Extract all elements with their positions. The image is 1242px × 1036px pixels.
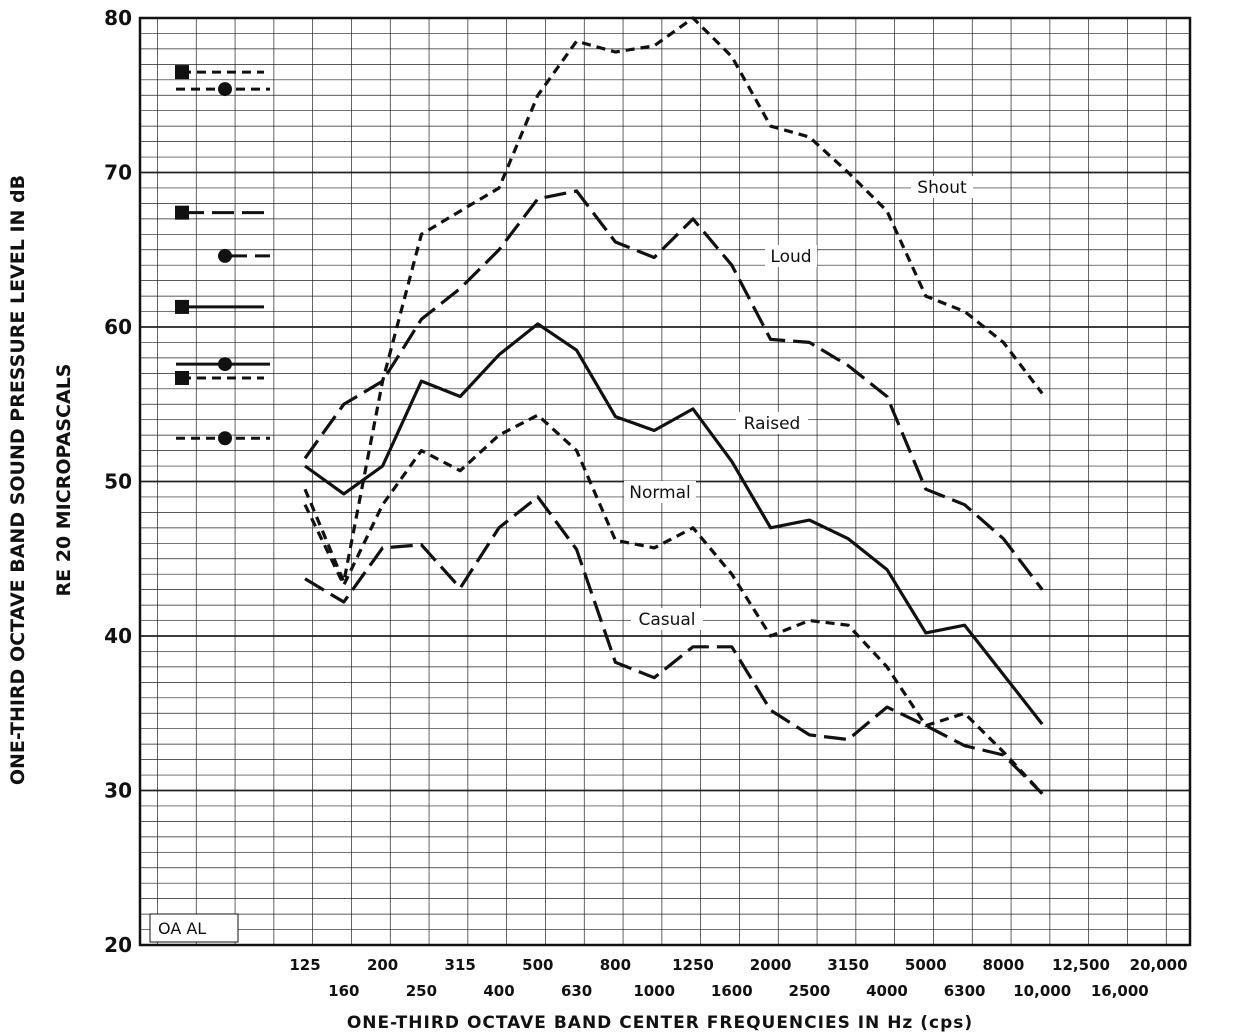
y-tick-label: 60 <box>104 315 132 339</box>
curve-label-background <box>631 608 703 630</box>
curve-label-background <box>765 245 817 267</box>
y-axis-title-line1: ONE-THIRD OCTAVE BAND SOUND PRESSURE LEV… <box>7 175 29 785</box>
x-tick-label: 1250 <box>672 956 714 974</box>
series-lines <box>303 16 1044 795</box>
curve-label-shout: Shout <box>917 178 967 198</box>
curve-label-background <box>624 481 696 503</box>
x-tick-label: 2000 <box>750 956 792 974</box>
x-tick-label: 8000 <box>983 956 1025 974</box>
curve-labels: Shout Loud Raised Normal Casual <box>624 176 973 630</box>
x-tick-label: 10,000 <box>1013 982 1071 1000</box>
y-tick-labels: 20 30 40 50 60 70 80 <box>104 6 132 957</box>
series-line-raised <box>304 322 1044 726</box>
oa-al-markers <box>175 65 270 446</box>
x-tick-label: 800 <box>600 956 631 974</box>
corner-label-box: OA AL <box>149 913 239 943</box>
al-circle-marker <box>218 248 232 263</box>
x-tick-label: 4000 <box>866 982 908 1000</box>
x-tick-label: 500 <box>522 956 553 974</box>
x-tick-label: 5000 <box>905 956 947 974</box>
y-tick-label: 40 <box>104 624 132 648</box>
x-tick-label: 2500 <box>789 982 831 1000</box>
y-tick-label: 70 <box>104 161 132 185</box>
x-tick-label: 250 <box>406 982 437 1000</box>
oa-square-marker <box>175 65 189 80</box>
x-tick-label: 630 <box>561 982 592 1000</box>
x-tick-label: 16,000 <box>1091 982 1149 1000</box>
x-tick-label: 6300 <box>944 982 986 1000</box>
x-tick-label: 125 <box>289 956 320 974</box>
y-tick-label: 50 <box>104 470 132 494</box>
x-tick-label: 160 <box>328 982 359 1000</box>
y-axis-title-line2: RE 20 MICROPASCALS <box>53 364 75 597</box>
curve-label-normal: Normal <box>629 483 691 503</box>
al-circle-marker <box>218 357 232 372</box>
oa-square-marker <box>175 370 189 385</box>
series-line-normal <box>303 413 1044 795</box>
series-line-casual <box>304 495 1044 795</box>
x-axis-title: ONE-THIRD OCTAVE BAND CENTER FREQUENCIES… <box>347 1013 973 1033</box>
series-line-shout <box>303 16 1044 584</box>
x-tick-label: 315 <box>445 956 476 974</box>
x-tick-label: 1600 <box>711 982 753 1000</box>
y-tick-label: 30 <box>104 779 132 803</box>
x-tick-label: 12,500 <box>1052 956 1110 974</box>
curve-label-loud: Loud <box>770 247 811 267</box>
corner-label-background <box>149 913 239 943</box>
curve-label-casual: Casual <box>638 610 695 630</box>
x-tick-label: 200 <box>367 956 398 974</box>
al-circle-marker <box>218 431 232 446</box>
oa-square-marker <box>175 205 189 220</box>
corner-label: OA AL <box>158 919 206 938</box>
y-tick-label: 20 <box>104 933 132 957</box>
x-tick-label: 400 <box>483 982 514 1000</box>
x-tick-label: 1000 <box>633 982 675 1000</box>
y-tick-label: 80 <box>104 6 132 30</box>
curve-label-background <box>736 412 808 434</box>
curve-label-background <box>911 176 973 198</box>
al-circle-marker <box>218 82 232 97</box>
curve-label-raised: Raised <box>744 414 801 434</box>
oa-square-marker <box>175 299 189 314</box>
series-line-loud <box>303 189 1044 591</box>
plot-frame <box>138 16 1192 947</box>
x-tick-label: 20,000 <box>1130 956 1188 974</box>
x-tick-label: 3150 <box>827 956 869 974</box>
